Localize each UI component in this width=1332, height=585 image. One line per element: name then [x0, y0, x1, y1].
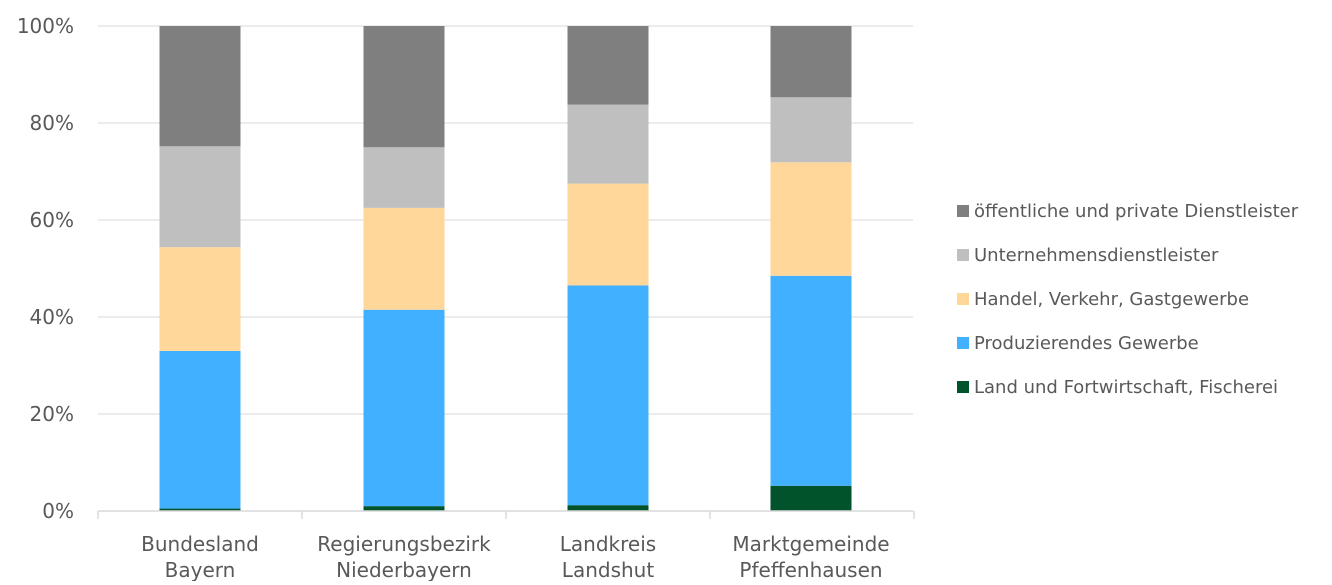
- y-tick-label: 80%: [30, 111, 74, 135]
- bar-segment: [770, 26, 852, 98]
- legend-label: Handel, Verkehr, Gastgewerbe: [974, 289, 1249, 310]
- bar-segment: [363, 147, 445, 208]
- y-tick-label: 60%: [30, 208, 74, 232]
- y-axis-tick-labels: 0% 20% 40% 60% 80% 100%: [17, 14, 74, 523]
- bar-segment: [159, 508, 241, 511]
- bar-segment: [770, 97, 852, 163]
- y-tick-label: 20%: [30, 402, 74, 426]
- x-category-label: Bundesland: [141, 532, 259, 556]
- bar-segment: [159, 26, 241, 147]
- bar-segment: [770, 485, 852, 511]
- legend-swatch: [957, 249, 969, 261]
- x-category-label: Marktgemeinde: [732, 532, 889, 556]
- legend-swatch: [957, 381, 969, 393]
- bars: [159, 26, 852, 511]
- bar-segment: [567, 183, 649, 286]
- bar-segment: [363, 26, 445, 148]
- bar-segment: [567, 26, 649, 105]
- legend-label: Unternehmensdienstleister: [974, 245, 1219, 266]
- x-category-label: Bayern: [165, 558, 236, 581]
- bar-segment: [567, 285, 649, 506]
- legend-swatch: [957, 337, 969, 349]
- legend-label: Produzierendes Gewerbe: [974, 333, 1199, 354]
- bar-segment: [363, 309, 445, 507]
- bar-segment: [567, 505, 649, 511]
- bar-segment: [159, 146, 241, 248]
- bar-segment: [363, 207, 445, 310]
- bar-segment: [159, 350, 241, 509]
- y-tick-label: 0%: [42, 499, 74, 523]
- x-category-label: Landshut: [562, 558, 655, 581]
- y-tick-label: 100%: [17, 14, 74, 38]
- x-category-label: Landkreis: [560, 532, 656, 556]
- x-category-label: Pfeffenhausen: [739, 558, 882, 581]
- bar-segment: [567, 104, 649, 184]
- x-category-label: Regierungsbezirk: [317, 532, 491, 556]
- legend-swatch: [957, 205, 969, 217]
- bar-segment: [159, 247, 241, 351]
- legend: öffentliche und private Dienstleister Unt…: [957, 201, 1299, 398]
- legend-swatch: [957, 293, 969, 305]
- x-axis: [97, 510, 915, 519]
- bar-segment: [363, 506, 445, 511]
- bar-segment: [770, 162, 852, 276]
- bar-segment: [770, 275, 852, 486]
- y-tick-label: 40%: [30, 305, 74, 329]
- legend-label: Land und Fortwirtschaft, Fischerei: [974, 377, 1278, 398]
- legend-label: öffentliche und private Dienstleister: [974, 201, 1299, 222]
- x-category-label: Niederbayern: [336, 558, 472, 581]
